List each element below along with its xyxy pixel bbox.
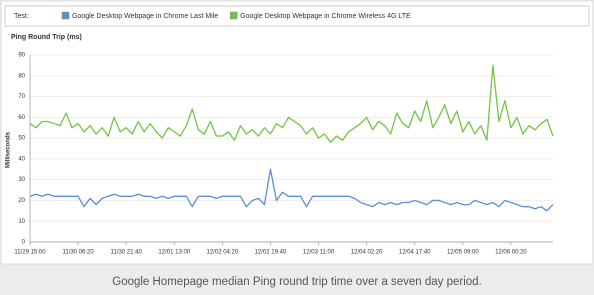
- x-tick-label: 12/02 19:40: [255, 250, 287, 256]
- y-tick-label: 70: [18, 94, 25, 100]
- chart-title: Ping Round Trip (ms): [11, 34, 82, 41]
- y-tick-label: 10: [18, 219, 25, 225]
- legend-label: Google Desktop Webpage in Chrome Last Mi…: [72, 13, 218, 20]
- x-tick-label: 12/06 00:20: [495, 250, 527, 256]
- y-tick-label: 60: [18, 115, 25, 121]
- x-tick-label: 11/29 15:00: [14, 250, 46, 256]
- y-tick-label: 50: [18, 136, 25, 142]
- x-tick-label: 12/03 11:00: [303, 250, 335, 256]
- legend-swatch: [61, 11, 70, 20]
- legend-swatch: [229, 11, 238, 20]
- x-tick-label: 12/05 09:00: [447, 250, 479, 256]
- series-line: [29, 64, 554, 143]
- legend-label: Google Desktop Webpage in Chrome Wireles…: [240, 13, 411, 20]
- y-tick-label: 90: [18, 53, 25, 59]
- x-tick-label: 12/04 17:40: [399, 250, 431, 256]
- y-tick-label: 20: [18, 198, 25, 204]
- chart-panel: [0, 0, 594, 265]
- x-tick-label: 12/02 04:20: [207, 250, 239, 256]
- x-tick-label: 11/30 21:40: [111, 250, 143, 256]
- legend-box: [4, 5, 590, 27]
- caption: Google Homepage median Ping round trip t…: [112, 276, 482, 288]
- y-tick-label: 30: [18, 177, 25, 183]
- series-line: [29, 168, 554, 212]
- legend-title: Test:: [14, 13, 29, 20]
- y-tick-label: 80: [18, 73, 25, 79]
- y-tick-label: 40: [18, 156, 25, 162]
- x-tick-label: 12/04 02:20: [351, 250, 383, 256]
- y-tick-label: 0: [22, 240, 26, 246]
- x-tick-label: 12/01 13:00: [158, 250, 190, 256]
- x-tick-label: 11/30 06:20: [62, 250, 94, 256]
- y-axis-label: Milliseconds: [6, 131, 12, 168]
